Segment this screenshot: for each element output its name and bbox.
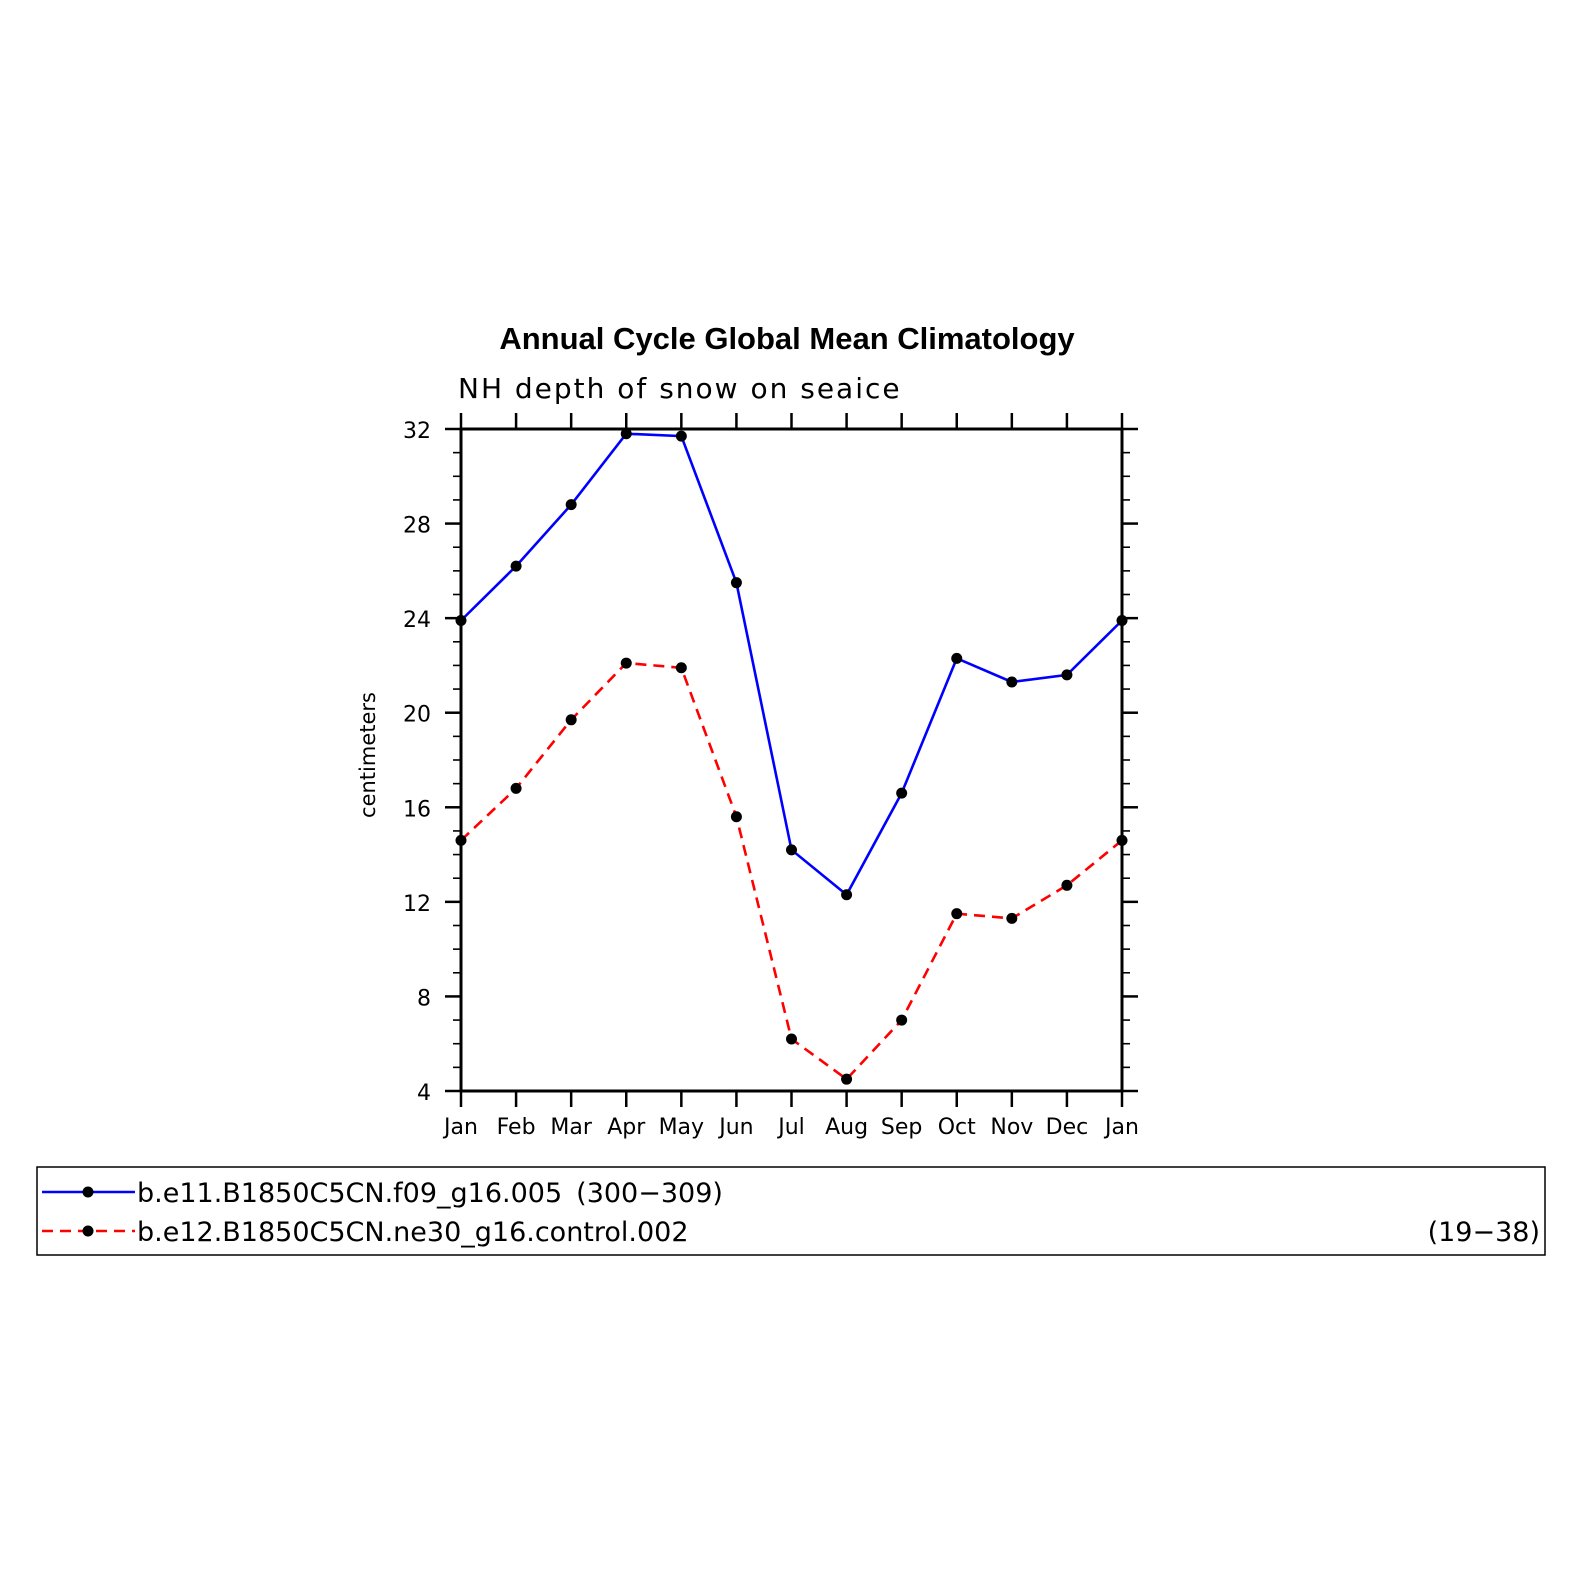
series-2-point [951, 908, 963, 920]
series-2-point [1061, 879, 1073, 891]
series-2-point [1006, 912, 1018, 924]
series-1-point [1116, 615, 1128, 627]
series-1-point [896, 787, 908, 799]
series-1-point [951, 652, 963, 664]
chart-title: Annual Cycle Global Mean Climatology [499, 321, 1075, 356]
series-2-point [510, 782, 522, 794]
series-line-1 [460, 432, 1123, 897]
series-1-point [565, 499, 577, 511]
legend: b.e11.B1850C5CN.f09_g16.005 (300−309) b.e1… [42, 1178, 1540, 1248]
series-2-point [620, 657, 632, 669]
x-tick-label: Sep [881, 1115, 922, 1140]
series-1-point [1061, 669, 1073, 681]
y-tick-label: 32 [403, 419, 431, 444]
series-2-point [675, 662, 687, 674]
x-tick-label: Aug [825, 1115, 868, 1140]
series-2-point [1116, 834, 1128, 846]
x-tick-label: Jan [1103, 1115, 1139, 1140]
x-tick-label: Jul [776, 1115, 805, 1140]
x-tick-label: Dec [1046, 1115, 1089, 1140]
y-tick-label: 8 [417, 986, 431, 1011]
x-tick-label: Oct [938, 1115, 976, 1140]
x-tick-label: Feb [497, 1115, 536, 1140]
series-1-point [841, 889, 853, 901]
series-2-point [786, 1033, 797, 1045]
legend-years-1: (300−309) [576, 1178, 723, 1209]
x-tick-labels: Jan Feb Mar Apr May Jun Jul Aug Sep Oct Nov Dec Jan [442, 1115, 1139, 1140]
y-tick-labels: 4 8 12 16 20 24 28 32 [403, 419, 431, 1106]
series-2-point [565, 714, 577, 726]
series-1-point [620, 428, 632, 440]
x-tick-label: Jun [717, 1115, 753, 1140]
legend-marker-2 [82, 1225, 94, 1237]
plot-frame [459, 427, 1124, 1093]
axis-ticks [445, 413, 1138, 1107]
y-tick-label: 20 [403, 703, 431, 728]
x-tick-label: Apr [607, 1115, 646, 1140]
series-2-point [896, 1014, 908, 1026]
series-line-2 [460, 661, 1123, 1081]
x-tick-label: Mar [550, 1115, 592, 1140]
y-axis-label: centimeters [356, 692, 380, 818]
series-1-point [786, 844, 797, 856]
chart-subtitle: NH depth of snow on seaice [458, 372, 902, 405]
y-tick-label: 4 [417, 1081, 431, 1106]
series-2-point [841, 1073, 853, 1085]
y-tick-label: 24 [403, 608, 431, 633]
series-1-point [455, 615, 467, 627]
y-tick-label: 12 [403, 892, 431, 917]
series-1-point [510, 560, 522, 572]
legend-marker-1 [82, 1186, 94, 1198]
y-tick-label: 16 [403, 797, 431, 822]
legend-label-2: b.e12.B1850C5CN.ne30_g16.control.002 [137, 1217, 689, 1248]
x-tick-label: Nov [990, 1115, 1033, 1140]
series-layer [455, 428, 1128, 1085]
series-1-point [1006, 676, 1018, 688]
legend-box [36, 1166, 1546, 1256]
x-tick-label: Jan [442, 1115, 478, 1140]
series-2-point [455, 834, 467, 846]
x-tick-label: May [659, 1115, 704, 1140]
legend-label-1: b.e11.B1850C5CN.f09_g16.005 [137, 1178, 562, 1209]
y-tick-label: 28 [403, 514, 431, 539]
legend-years-2: (19−38) [1428, 1217, 1540, 1248]
series-2-point [730, 811, 742, 823]
series-1-point [730, 577, 742, 589]
series-1-point [675, 430, 687, 442]
